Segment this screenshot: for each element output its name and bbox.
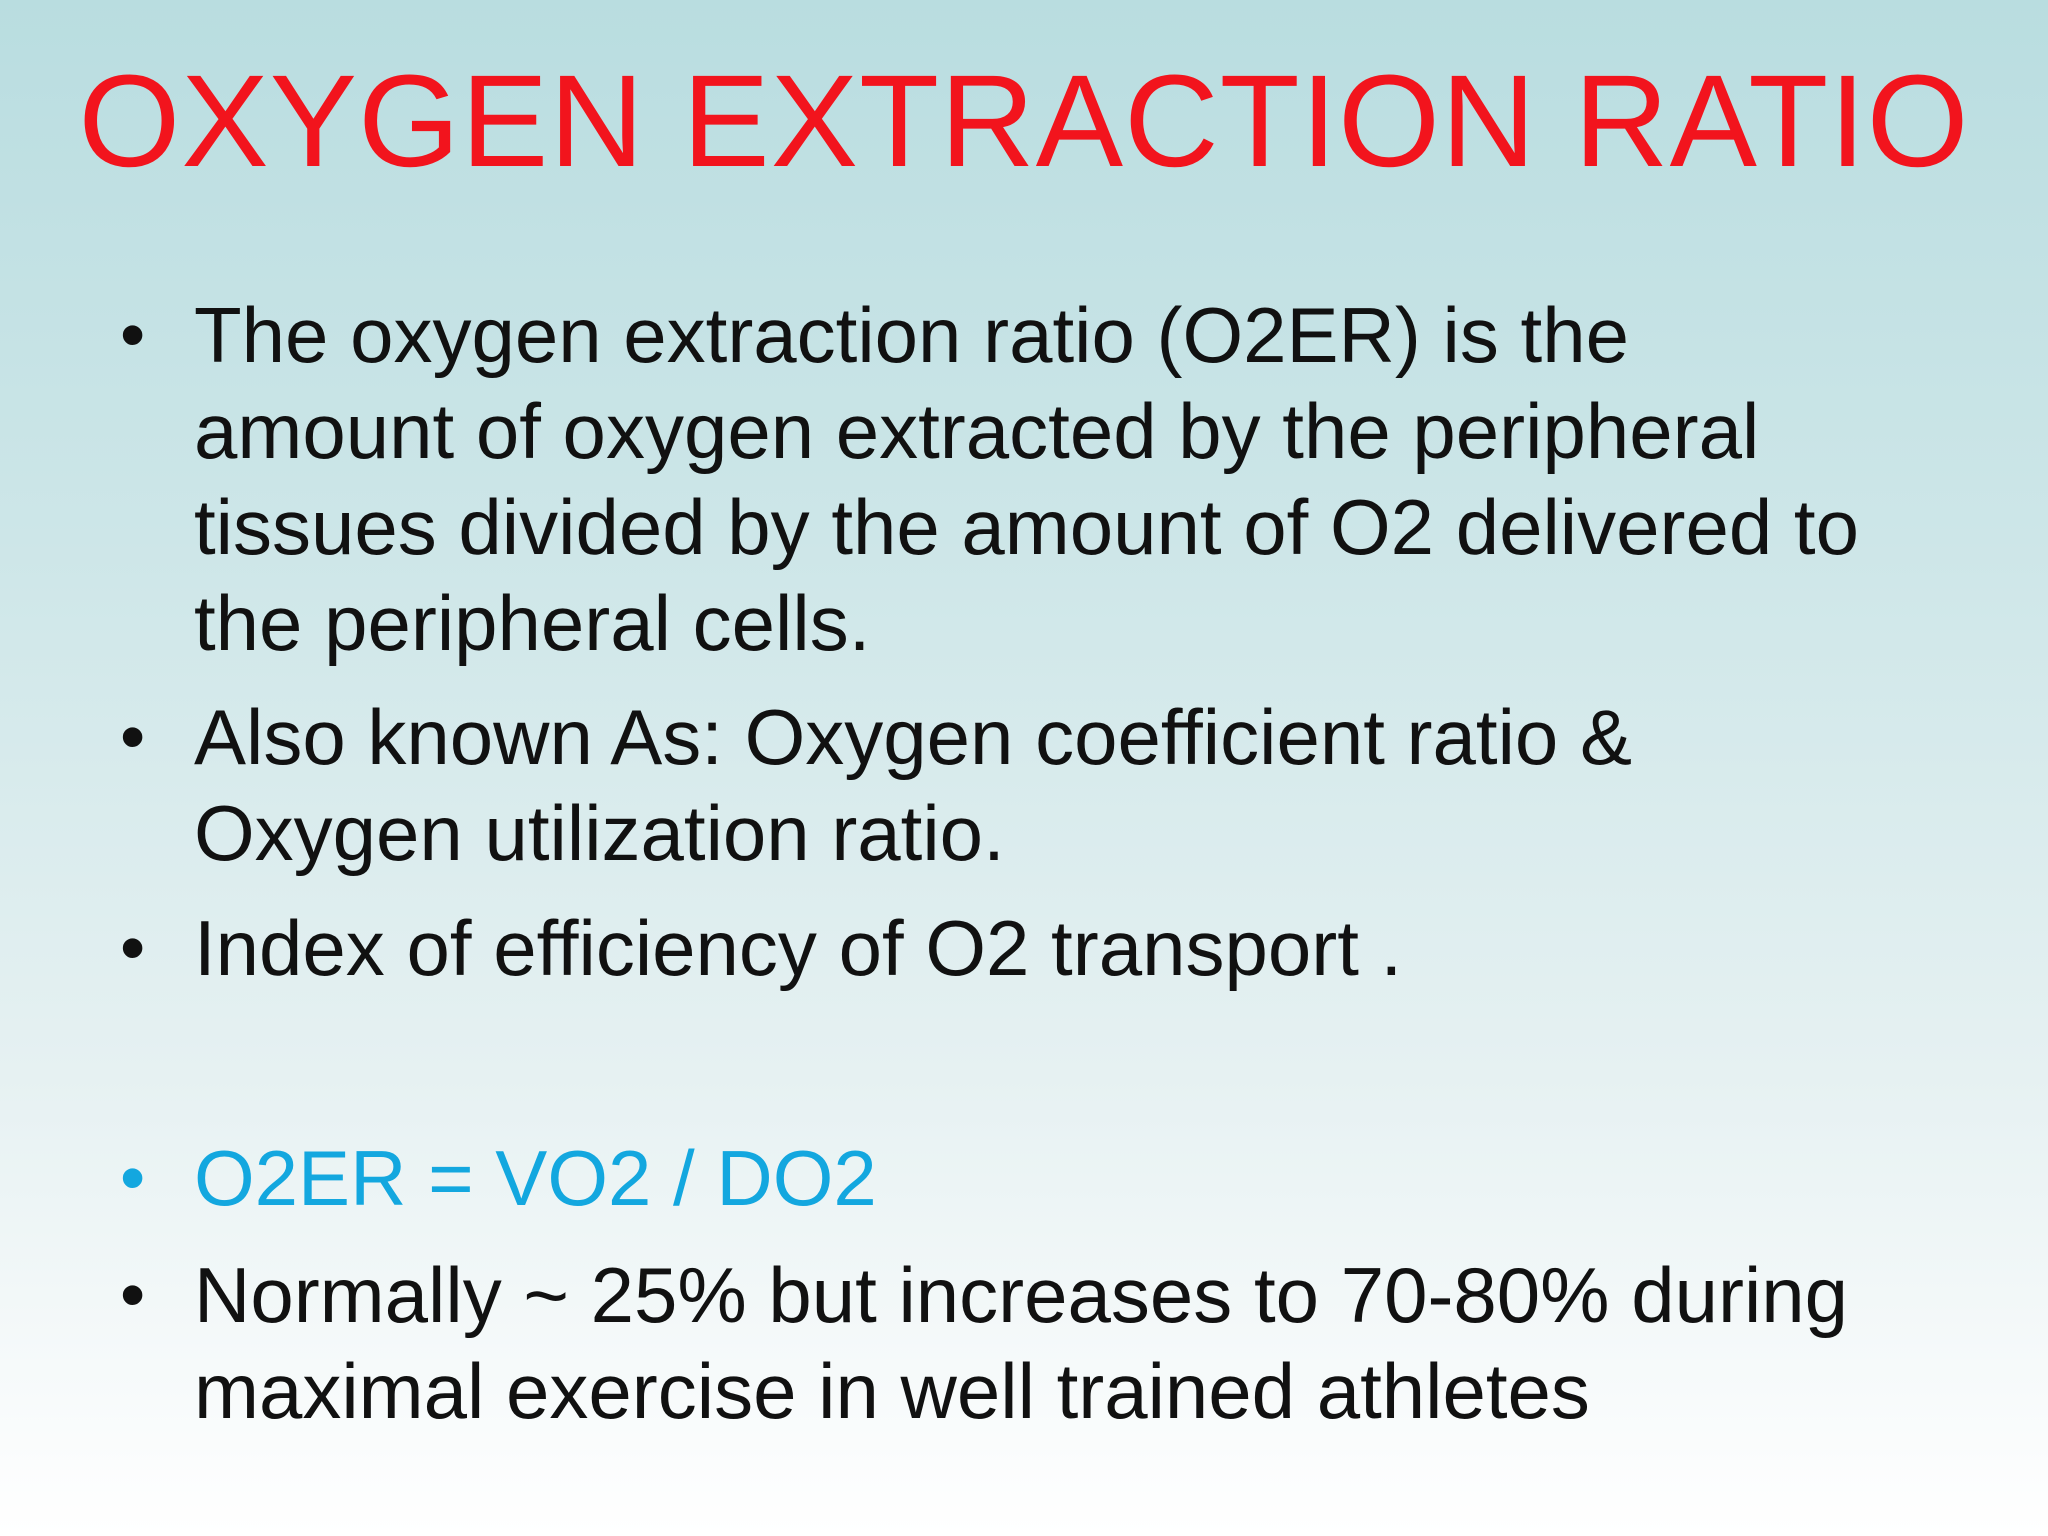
bullet-line: the peripheral cells.: [194, 579, 871, 667]
bullet-text: The oxygen extraction ratio (O2ER) is th…: [194, 287, 2014, 671]
bullet-line: Normally ~ 25% but increases to 70-80% d…: [194, 1251, 1849, 1339]
formula-text: O2ER = VO2 / DO2: [194, 1130, 2014, 1226]
bullet-line: Oxygen utilization ratio.: [194, 789, 1005, 877]
slide-title: OXYGEN EXTRACTION RATIO: [78, 47, 1970, 194]
bullet-text: Also known As: Oxygen coefficient ratio …: [194, 689, 2014, 881]
bullet-marker: •: [120, 697, 146, 777]
bullet-line: tissues divided by the amount of O2 deli…: [194, 483, 1859, 571]
bullet-line: maximal exercise in well trained athlete…: [194, 1347, 1590, 1435]
bullet-marker: •: [120, 908, 146, 988]
bullet-line: The oxygen extraction ratio (O2ER) is th…: [194, 291, 1629, 379]
bullet-marker: •: [120, 1255, 146, 1335]
bullet-line: amount of oxygen extracted by the periph…: [194, 387, 1760, 475]
bullet-marker: •: [120, 1138, 146, 1218]
bullet-text: Index of efficiency of O2 transport .: [194, 900, 2014, 996]
bullet-text: Normally ~ 25% but increases to 70-80% d…: [194, 1247, 2014, 1439]
bullet-line: O2ER = VO2 / DO2: [194, 1134, 877, 1222]
bullet-line: Also known As: Oxygen coefficient ratio …: [194, 693, 1632, 781]
bullet-marker: •: [120, 295, 146, 375]
bullet-line: Index of efficiency of O2 transport .: [194, 904, 1403, 992]
